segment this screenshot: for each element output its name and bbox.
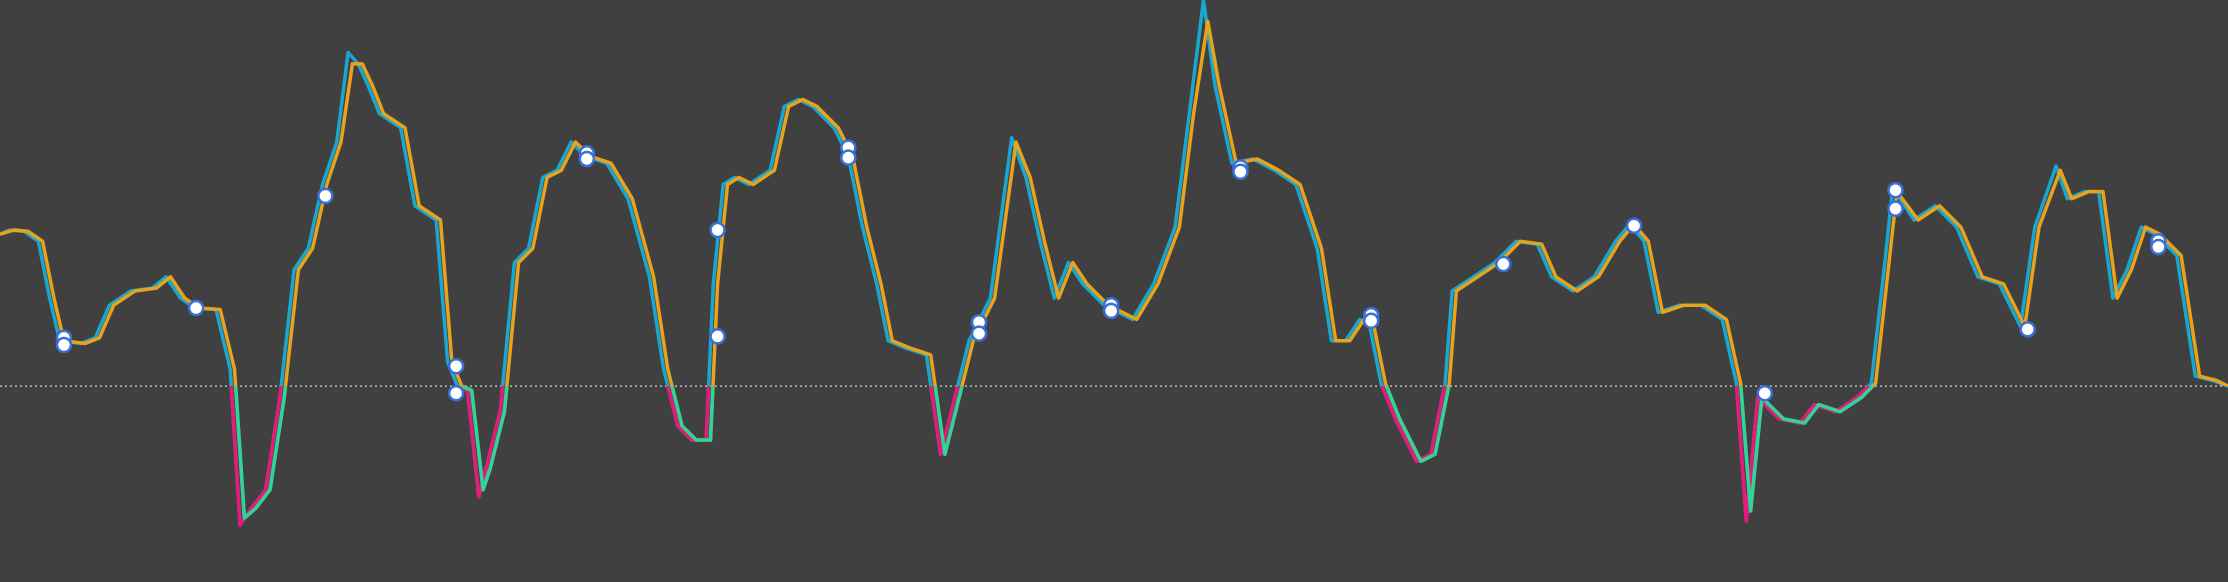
marker bbox=[1887, 181, 1904, 199]
marker bbox=[1362, 312, 1380, 330]
marker bbox=[1625, 217, 1643, 234]
marker bbox=[578, 150, 596, 168]
marker bbox=[55, 336, 73, 354]
marker bbox=[1756, 384, 1774, 402]
marker bbox=[317, 187, 334, 205]
marker bbox=[1102, 302, 1120, 320]
series-line-below bbox=[233, 386, 2228, 520]
marker bbox=[970, 325, 988, 342]
marker bbox=[447, 357, 465, 375]
marker bbox=[187, 299, 205, 317]
marker bbox=[709, 221, 726, 239]
marker bbox=[1887, 200, 1904, 217]
marker bbox=[840, 149, 857, 166]
marker bbox=[2150, 238, 2167, 256]
marker bbox=[2019, 321, 2036, 338]
marker bbox=[709, 328, 726, 345]
marker bbox=[447, 384, 465, 402]
marker bbox=[1232, 163, 1249, 181]
marker bbox=[1495, 255, 1512, 273]
